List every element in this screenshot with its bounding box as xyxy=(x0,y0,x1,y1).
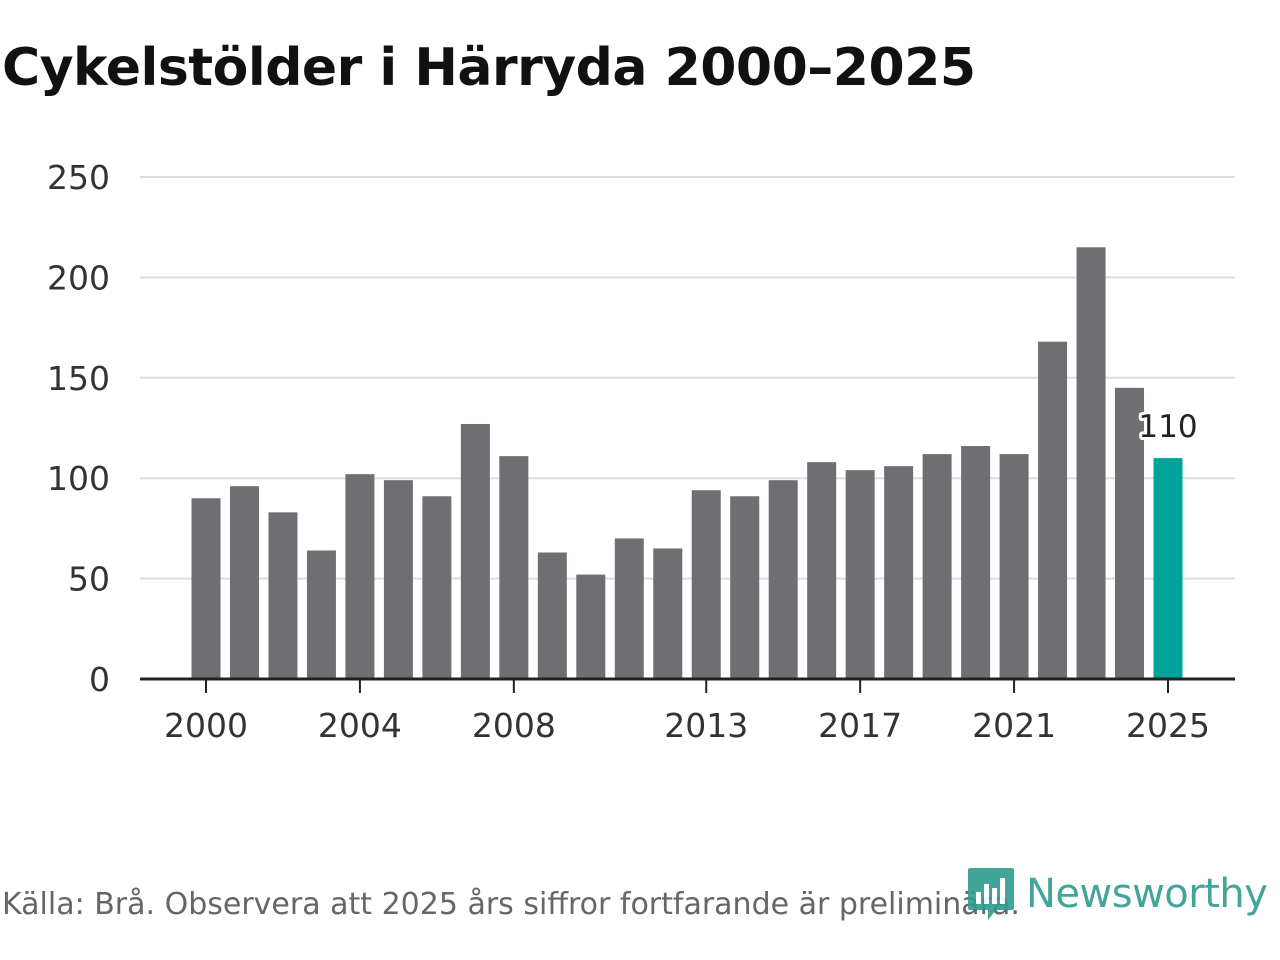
x-tick-label-2000: 2000 xyxy=(164,706,248,745)
y-tick-label-50: 50 xyxy=(68,560,110,599)
bar-2013 xyxy=(691,490,721,679)
bar-2001 xyxy=(229,486,259,679)
bar-2025 xyxy=(1153,458,1183,679)
y-tick-label-200: 200 xyxy=(47,258,110,297)
y-tick-label-0: 0 xyxy=(89,660,110,699)
y-axis: 0 50 100 150 200 250 xyxy=(47,158,110,699)
bar-2010 xyxy=(576,574,606,679)
y-tick-label-250: 250 xyxy=(47,158,110,197)
brand-name: Newsworthy xyxy=(1026,871,1268,917)
gridlines xyxy=(140,176,1235,580)
bar-2023 xyxy=(1076,247,1106,679)
bar-2011 xyxy=(614,538,644,679)
bar-2019 xyxy=(922,454,952,679)
bar-2016 xyxy=(807,462,837,679)
bar-2014 xyxy=(730,496,760,679)
x-tick-label-2021: 2021 xyxy=(972,706,1056,745)
bars xyxy=(191,247,1183,679)
source-note: Källa: Brå. Observera att 2025 års siffr… xyxy=(2,887,1020,922)
chart-title: Cykelstölder i Härryda 2000–2025 xyxy=(2,38,976,98)
x-tick-label-2008: 2008 xyxy=(472,706,556,745)
x-tick-label-2017: 2017 xyxy=(818,706,902,745)
x-tick-label-2025: 2025 xyxy=(1126,706,1210,745)
bar-2005 xyxy=(383,480,413,679)
brand-logo[interactable]: Newsworthy xyxy=(966,866,1268,922)
bar-2017 xyxy=(845,470,875,679)
bar-2022 xyxy=(1038,341,1068,679)
newsworthy-logo-icon xyxy=(968,868,1014,920)
bar-2004 xyxy=(345,474,375,679)
bar-2006 xyxy=(422,496,452,679)
x-axis: 2000 2004 2008 2013 2017 2021 2025 xyxy=(140,677,1235,745)
bar-2024 xyxy=(1115,387,1145,679)
data-label-2025: 110 xyxy=(1138,409,1197,445)
bar-2020 xyxy=(961,446,991,679)
bar-2000 xyxy=(191,498,221,679)
bar-2002 xyxy=(268,512,298,679)
bar-2012 xyxy=(653,548,683,679)
bar-2008 xyxy=(499,456,529,679)
bar-2003 xyxy=(306,550,336,679)
x-tick-label-2013: 2013 xyxy=(664,706,748,745)
x-tick-label-2004: 2004 xyxy=(318,706,402,745)
bar-2021 xyxy=(999,454,1029,679)
data-labels: 110 xyxy=(1135,406,1200,448)
y-tick-label-150: 150 xyxy=(47,359,110,398)
bar-2018 xyxy=(884,466,914,679)
y-tick-label-100: 100 xyxy=(47,459,110,498)
bar-2007 xyxy=(460,423,490,679)
bar-2015 xyxy=(768,480,798,679)
bar-2009 xyxy=(537,552,567,679)
bar-chart: 0 50 100 150 200 250 2000 2004 2008 2013 2017 2021… xyxy=(47,158,1235,745)
